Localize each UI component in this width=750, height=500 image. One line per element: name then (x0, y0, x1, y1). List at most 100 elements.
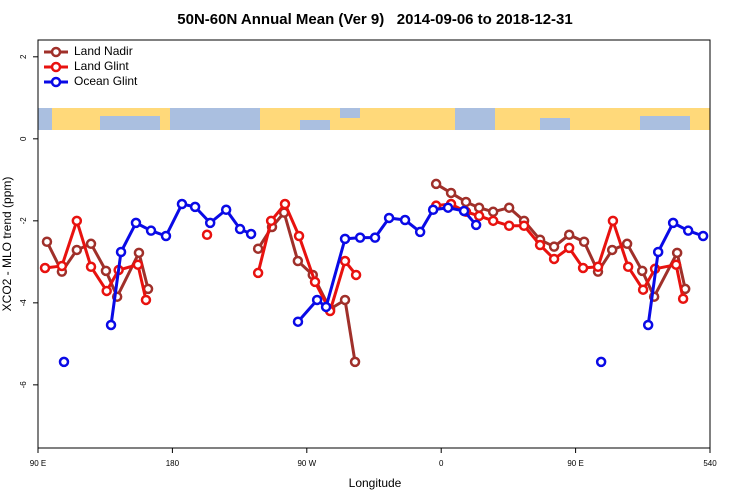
point (292, 316, 304, 327)
x-tick-label: 0 (439, 459, 444, 468)
point (279, 198, 291, 210)
map-strip (38, 108, 710, 130)
point (220, 204, 232, 216)
legend-label: Land Nadir (74, 44, 133, 58)
point (473, 210, 485, 222)
point (548, 241, 560, 252)
point (460, 196, 472, 208)
legend-marker (50, 76, 62, 88)
point (445, 187, 457, 199)
point (427, 204, 439, 216)
point (518, 220, 530, 232)
point (652, 246, 664, 258)
point (252, 267, 264, 279)
x-tick-label: 180 (166, 459, 180, 468)
point (697, 230, 709, 242)
legend-marker (50, 61, 62, 73)
y-tick-label: -4 (19, 299, 28, 307)
point (487, 206, 499, 218)
y-tick-label: -2 (19, 217, 28, 225)
point (606, 244, 618, 256)
point (592, 261, 604, 273)
point (369, 232, 381, 243)
point (350, 269, 362, 281)
point (204, 217, 216, 229)
point (503, 220, 515, 232)
point (470, 219, 482, 231)
point (85, 238, 97, 250)
point (56, 260, 68, 272)
point (311, 294, 323, 306)
point (563, 242, 575, 254)
point (309, 276, 321, 288)
plot-frame (37, 39, 711, 449)
point (414, 226, 426, 238)
point (105, 319, 117, 331)
point (339, 233, 351, 245)
point (132, 259, 144, 270)
point (383, 212, 395, 224)
point (578, 236, 590, 247)
point (189, 201, 201, 213)
point (642, 319, 654, 331)
point (293, 230, 305, 242)
legend-label: Ocean Glint (74, 74, 138, 88)
point (671, 247, 683, 259)
point (339, 294, 351, 306)
point (622, 261, 634, 273)
point (595, 356, 607, 368)
point (677, 293, 689, 304)
point (548, 253, 560, 265)
point (339, 255, 351, 267)
point (621, 238, 633, 250)
point (130, 217, 142, 229)
point (58, 356, 70, 368)
y-tick-label: 2 (19, 54, 28, 59)
point (160, 230, 172, 242)
point (252, 243, 264, 254)
point (430, 178, 442, 190)
point (503, 202, 515, 213)
point (39, 262, 51, 274)
point (458, 205, 470, 217)
point (637, 284, 649, 295)
legend-marker (50, 46, 62, 58)
point (176, 198, 188, 210)
chart-title: 50N-60N Annual Mean (Ver 9) 2014-09-06 t… (177, 11, 572, 28)
point (399, 214, 411, 226)
point (140, 294, 152, 306)
point (133, 247, 145, 259)
x-tick-label: 90 E (567, 459, 583, 468)
point (234, 223, 246, 235)
point (636, 265, 648, 277)
point (563, 229, 575, 241)
point (534, 239, 546, 251)
point (473, 202, 485, 213)
point (670, 259, 682, 270)
point (682, 225, 694, 236)
x-axis-label: Longitude (349, 476, 402, 490)
point (145, 225, 157, 236)
point (320, 301, 332, 313)
point (487, 215, 499, 227)
point (115, 246, 127, 258)
point (100, 265, 112, 277)
series-line (45, 182, 687, 363)
point (442, 202, 454, 213)
point (354, 232, 366, 243)
point (201, 229, 213, 241)
x-tick-label: 90 E (30, 459, 46, 468)
x-tick-label: 540 (703, 459, 717, 468)
y-tick-label: -6 (19, 381, 28, 389)
legend-label: Land Glint (74, 59, 129, 73)
point (71, 215, 83, 227)
x-tick-label: 90 W (297, 459, 316, 468)
point (265, 215, 277, 227)
point (85, 261, 97, 273)
point (101, 285, 112, 297)
point (71, 244, 83, 256)
point (607, 215, 619, 227)
point (292, 255, 304, 267)
point (667, 217, 679, 229)
